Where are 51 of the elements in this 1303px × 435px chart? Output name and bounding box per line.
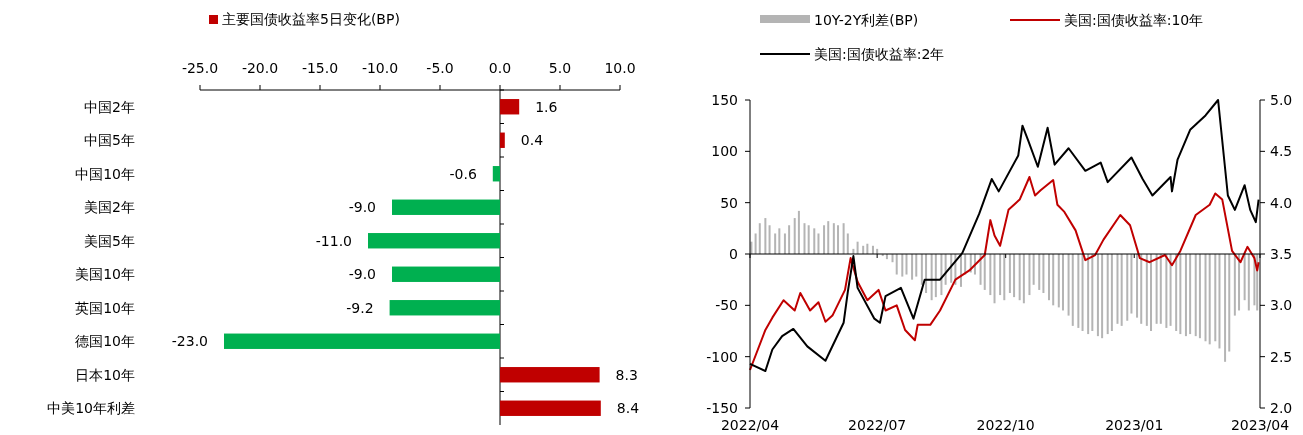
y-tick-label: 英国10年 [75,299,135,316]
y-tick-label: -100 [706,348,738,365]
x-tick-label: 2022/07 [848,417,907,433]
legend-label: 美国:国债收益率:10年 [1064,12,1204,28]
data-label: 8.3 [615,366,638,383]
x-tick-label: -5.0 [426,60,454,76]
y-tick-label: 中国10年 [75,165,135,182]
data-label: -23.0 [171,333,208,350]
y2-tick-label: 2.0 [1270,400,1293,416]
x-tick-label: -10.0 [361,60,399,76]
y-tick-label: 日本10年 [75,366,135,383]
x-tick-label: 10.0 [604,60,636,76]
legend-label: 美国:国债收益率:2年 [814,46,945,62]
x-tick-label: 5.0 [548,60,572,76]
x-tick-label: 2022/10 [976,417,1035,433]
y-tick-label: 美国5年 [84,232,135,249]
y2-tick-label: 4.5 [1270,143,1293,160]
data-label: 1.6 [535,98,558,115]
y2-tick-label: 4.0 [1270,194,1293,211]
y-tick-label: 中国5年 [84,132,135,149]
y-tick-label: 150 [711,92,738,108]
x-tick-label: 2022/04 [720,417,780,433]
legend-label: 主要国债收益率5日变化(BP) [222,11,400,27]
x-tick-label: 2023/01 [1105,417,1164,433]
y-tick-label: -150 [706,400,738,416]
y-tick-label: 中国2年 [84,98,135,115]
y2-tick-label: 3.5 [1270,246,1293,262]
y-tick-label: 50 [720,194,738,211]
x-tick-label: -20.0 [241,60,279,76]
data-label: -9.2 [346,299,374,316]
y-tick-label: -50 [715,297,738,314]
x-tick-label: 0.0 [488,60,512,76]
y-tick-label: 美国10年 [75,266,135,283]
data-label: -11.0 [315,232,352,249]
y-tick-label: 美国2年 [84,199,135,216]
y2-tick-label: 2.5 [1270,348,1293,365]
x-tick-label: 2023/04 [1230,417,1290,433]
data-label: -9.0 [348,266,376,283]
x-tick-label: -25.0 [181,60,219,76]
data-label: -9.0 [348,199,376,216]
y2-tick-label: 3.0 [1270,297,1293,314]
data-label: 0.4 [520,132,544,149]
y-tick-label: 0 [729,246,738,262]
y-tick-label: 100 [711,143,738,160]
legend-label: 10Y-2Y利差(BP) [814,12,919,28]
y-tick-label: 中美10年利差 [47,400,135,417]
data-label: 8.4 [616,400,640,417]
y-tick-label: 德国10年 [75,333,135,350]
x-tick-label: -15.0 [301,60,339,76]
y2-tick-label: 5.0 [1270,92,1293,108]
data-label: -0.6 [449,165,477,182]
